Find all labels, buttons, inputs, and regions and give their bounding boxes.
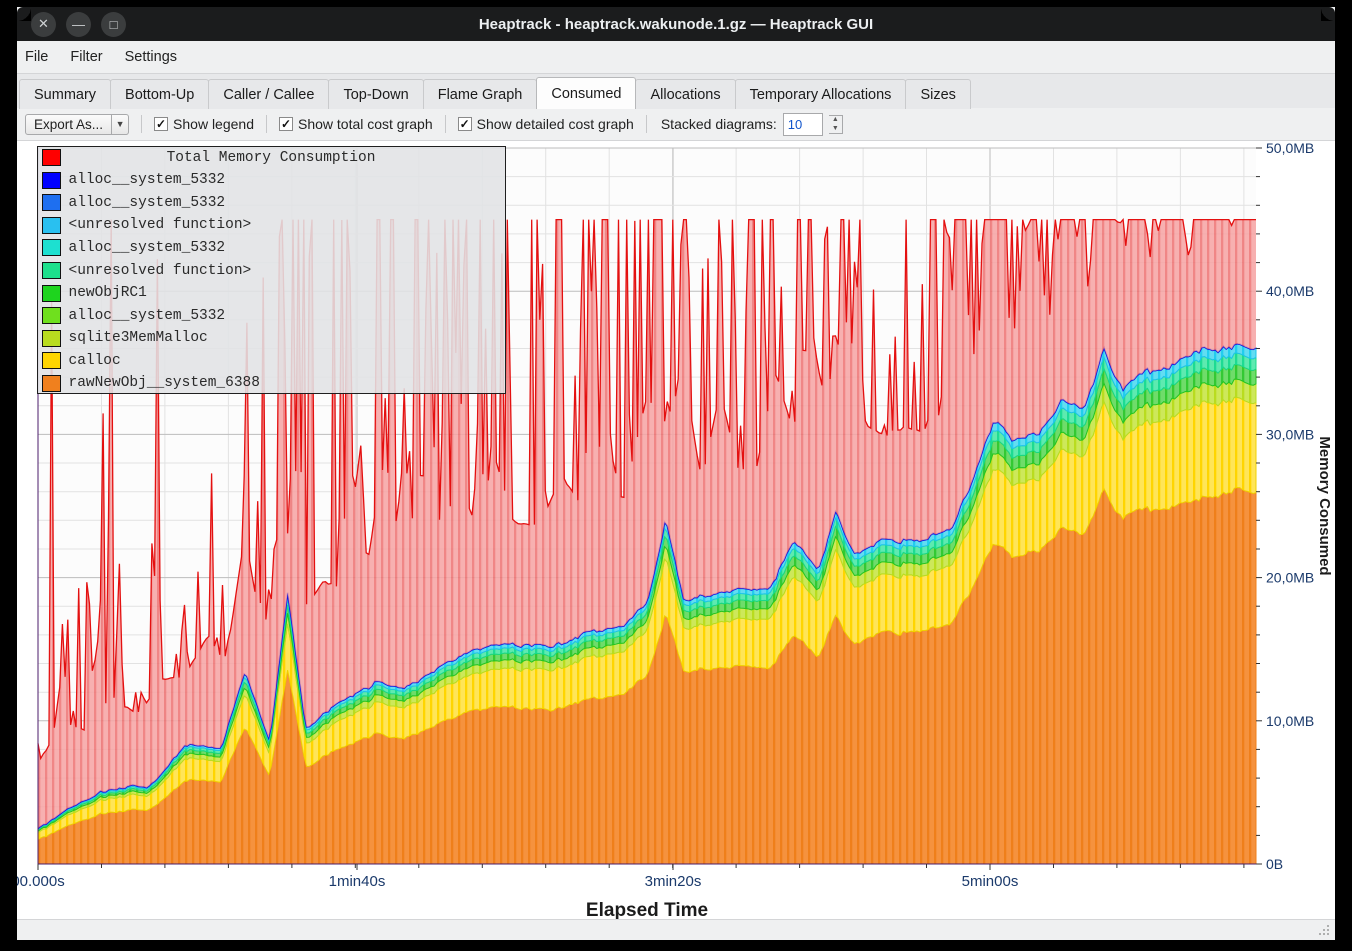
svg-text:00.000s: 00.000s	[17, 873, 65, 890]
svg-text:30,0MB: 30,0MB	[1266, 426, 1314, 442]
svg-text:40,0MB: 40,0MB	[1266, 283, 1314, 299]
svg-text:Elapsed Time: Elapsed Time	[586, 900, 708, 919]
svg-text:3min20s: 3min20s	[645, 873, 702, 890]
svg-text:20,0MB: 20,0MB	[1266, 570, 1314, 586]
svg-text:1min40s: 1min40s	[329, 873, 386, 890]
svg-text:5min00s: 5min00s	[962, 873, 1019, 890]
svg-text:0B: 0B	[1266, 856, 1283, 872]
svg-text:10,0MB: 10,0MB	[1266, 713, 1314, 729]
svg-text:Memory Consumed: Memory Consumed	[1316, 436, 1333, 575]
svg-text:50,0MB: 50,0MB	[1266, 141, 1314, 156]
